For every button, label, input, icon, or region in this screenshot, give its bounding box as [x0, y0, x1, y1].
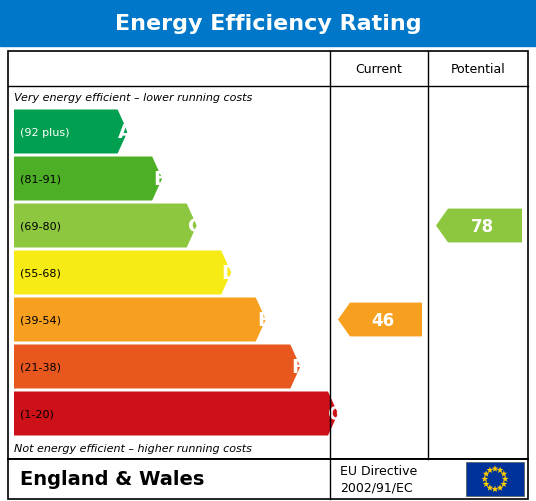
- Text: EU Directive
2002/91/EC: EU Directive 2002/91/EC: [340, 464, 417, 494]
- Polygon shape: [436, 209, 522, 243]
- Polygon shape: [481, 475, 488, 482]
- Text: (1-20): (1-20): [20, 409, 54, 419]
- Text: D: D: [221, 264, 237, 283]
- Text: 46: 46: [371, 311, 394, 329]
- Bar: [466, 462, 524, 496]
- Text: (39-54): (39-54): [20, 315, 61, 325]
- Text: (92 plus): (92 plus): [20, 127, 70, 137]
- Polygon shape: [487, 467, 493, 473]
- Polygon shape: [14, 110, 128, 154]
- Text: England & Wales: England & Wales: [20, 469, 204, 488]
- Polygon shape: [487, 484, 493, 490]
- Text: F: F: [292, 357, 305, 376]
- Polygon shape: [14, 251, 231, 295]
- Polygon shape: [502, 475, 509, 482]
- Text: B: B: [153, 170, 168, 188]
- Polygon shape: [14, 157, 162, 201]
- Bar: [8, 52, 528, 459]
- Text: (69-80): (69-80): [20, 221, 61, 231]
- Polygon shape: [14, 392, 338, 436]
- Polygon shape: [501, 480, 507, 487]
- Text: Potential: Potential: [451, 63, 505, 76]
- Text: G: G: [328, 404, 344, 423]
- Polygon shape: [501, 470, 507, 477]
- Text: (81-91): (81-91): [20, 174, 61, 184]
- Text: 78: 78: [471, 217, 494, 235]
- Text: (55-68): (55-68): [20, 268, 61, 278]
- Polygon shape: [14, 345, 300, 389]
- Text: E: E: [257, 311, 270, 329]
- Polygon shape: [338, 303, 422, 337]
- Polygon shape: [483, 470, 489, 477]
- Bar: [8, 459, 528, 499]
- Polygon shape: [497, 484, 503, 490]
- Text: A: A: [118, 123, 133, 142]
- Polygon shape: [492, 486, 498, 492]
- Polygon shape: [483, 480, 489, 487]
- Text: Very energy efficient – lower running costs: Very energy efficient – lower running co…: [14, 93, 252, 103]
- Text: (21-38): (21-38): [20, 362, 61, 372]
- Polygon shape: [14, 298, 266, 342]
- Text: Current: Current: [355, 63, 403, 76]
- Text: Not energy efficient – higher running costs: Not energy efficient – higher running co…: [14, 443, 252, 453]
- Polygon shape: [497, 467, 503, 473]
- Bar: [0, 0, 536, 47]
- Polygon shape: [492, 465, 498, 471]
- Polygon shape: [14, 204, 197, 248]
- Text: C: C: [188, 216, 202, 235]
- Text: Energy Efficiency Rating: Energy Efficiency Rating: [115, 14, 421, 34]
